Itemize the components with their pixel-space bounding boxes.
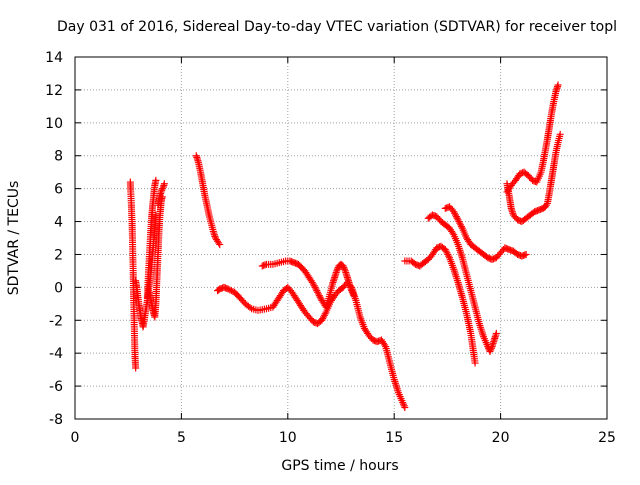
data-point [158, 185, 166, 193]
grid-layer [75, 57, 607, 419]
series-arc-11 [441, 203, 530, 263]
data-point-marker [319, 315, 327, 323]
y-tick-label: 4 [54, 215, 63, 231]
data-point [522, 250, 530, 258]
data-point-marker [348, 288, 356, 296]
data-point [492, 329, 500, 337]
data-point-marker [445, 252, 453, 260]
series-arc-9 [401, 242, 479, 367]
data-point-marker [453, 214, 461, 222]
chart-title: Day 031 of 2016, Sidereal Day-to-day VTE… [57, 19, 617, 35]
data-point-marker [449, 229, 457, 237]
data-point-marker [314, 290, 322, 298]
y-tick-label: 6 [54, 182, 63, 198]
x-tick-label: 15 [385, 430, 403, 446]
data-point-marker [313, 287, 321, 295]
data-point [556, 130, 564, 138]
data-point-marker [487, 346, 495, 354]
data-point-marker [321, 310, 329, 318]
data-point [309, 280, 317, 288]
data-point-marker [340, 264, 348, 272]
data-point-marker [315, 292, 323, 300]
data-point-marker [399, 400, 407, 408]
data-point-marker [226, 286, 234, 294]
data-point [224, 285, 232, 293]
y-tick-label: -4 [49, 346, 63, 362]
data-point-marker [311, 283, 319, 291]
x-tick-label: 20 [492, 430, 510, 446]
y-tick-label: 12 [45, 83, 63, 99]
data-point [401, 403, 409, 411]
data-point-marker [487, 344, 495, 352]
data-layer [126, 81, 564, 411]
data-point-marker [333, 265, 341, 273]
data-point [399, 399, 407, 407]
data-point-marker [400, 402, 408, 410]
data-point-marker [320, 313, 328, 321]
data-point [554, 81, 562, 89]
data-point [339, 262, 347, 270]
data-point-marker [455, 218, 463, 226]
data-point-marker [443, 249, 451, 257]
data-point [471, 359, 479, 367]
data-point-marker [457, 222, 465, 230]
x-tick-label: 5 [177, 430, 186, 446]
data-point-marker [349, 290, 357, 298]
data-point-marker [442, 247, 450, 255]
data-point [348, 287, 356, 295]
data-point [450, 208, 458, 216]
series-arc-13 [503, 130, 564, 226]
y-tick-label: 8 [54, 149, 63, 165]
data-point-marker [310, 282, 318, 290]
data-point-marker [316, 293, 324, 301]
tick-layer: 0 5 10 15 20 25 -8 -6 -4 -2 0 2 4 6 8 10 12 14 [45, 50, 616, 446]
data-point-marker [451, 211, 459, 219]
data-point [216, 241, 224, 249]
series-arc-6 [192, 152, 224, 249]
data-point-marker [215, 239, 223, 247]
data-point [486, 348, 494, 356]
series-arc-8 [258, 257, 358, 311]
y-axis-title: SDTVAR / TECUs [6, 181, 22, 296]
data-point [152, 176, 160, 184]
plot-frame [74, 56, 608, 420]
data-point-marker [457, 221, 465, 229]
data-point-marker [444, 250, 452, 258]
data-point-marker [452, 213, 460, 221]
y-tick-label: -6 [49, 379, 63, 395]
data-point-marker [320, 311, 328, 319]
data-point-marker [542, 201, 550, 209]
y-tick-label: 0 [54, 280, 63, 296]
data-point [314, 288, 322, 296]
data-point [350, 292, 358, 300]
data-point-marker [227, 287, 235, 295]
y-tick-label: 2 [54, 247, 63, 263]
x-tick-label: 25 [598, 430, 616, 446]
series-arc-10 [424, 211, 500, 356]
data-point [160, 180, 168, 188]
data-point-marker [246, 304, 254, 312]
x-tick-label: 10 [279, 430, 297, 446]
y-tick-label: -8 [49, 412, 63, 428]
data-point-marker [451, 209, 459, 217]
data-point-marker [456, 219, 464, 227]
data-point-marker [381, 341, 389, 349]
y-tick-label: 14 [45, 50, 63, 66]
x-axis-title: GPS time / hours [281, 458, 398, 474]
series-arc-5 [154, 180, 168, 209]
data-point-marker [341, 265, 349, 273]
y-tick-label: -2 [49, 313, 63, 329]
data-point [441, 246, 449, 254]
data-point [132, 364, 140, 372]
x-tick-label: 0 [71, 430, 80, 446]
y-tick-label: 10 [45, 116, 63, 132]
data-point [318, 316, 326, 324]
data-point [454, 216, 462, 224]
data-point [333, 267, 341, 275]
data-point-marker [312, 285, 320, 293]
